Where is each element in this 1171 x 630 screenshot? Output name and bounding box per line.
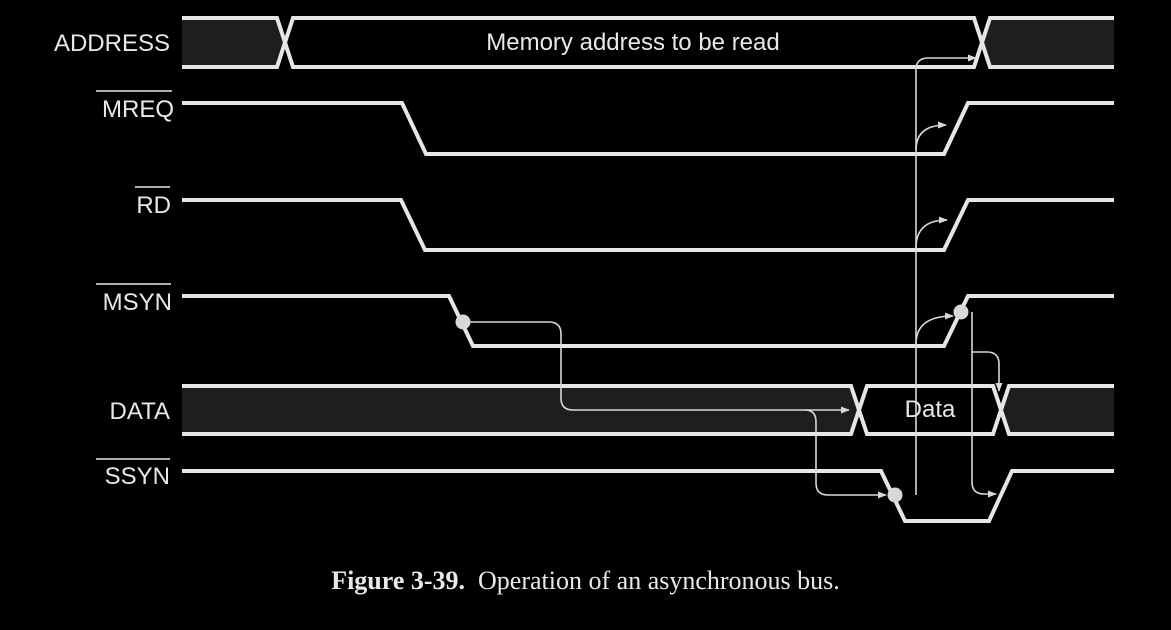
arrow-ssyn-to-rd xyxy=(916,220,947,248)
msyn-fall-dot xyxy=(456,315,471,330)
ssyn-label: SSYN xyxy=(105,463,170,490)
figure-number: Figure 3-39. xyxy=(331,566,465,595)
msyn-rise-dot xyxy=(954,305,969,320)
msyn-label: MSYN xyxy=(103,289,172,316)
mreq-waveform xyxy=(182,103,1114,154)
rd-label-group: RD xyxy=(135,187,171,219)
rd-label: RD xyxy=(136,192,171,219)
mreq-label: MREQ xyxy=(102,96,174,123)
address-content: Memory address to be read xyxy=(486,29,779,56)
figure-caption: Figure 3-39. Operation of an asynchronou… xyxy=(0,566,1171,596)
ssyn-fall-dot xyxy=(888,488,903,503)
msyn-label-group: MSYN xyxy=(96,284,172,316)
arrow-ssyn-to-mreq xyxy=(916,125,946,150)
msyn-waveform xyxy=(182,296,1114,346)
address-label: ADDRESS xyxy=(54,30,170,57)
ssyn-label-group: SSYN xyxy=(96,459,170,490)
mreq-label-group: MREQ xyxy=(96,91,174,123)
rd-waveform xyxy=(182,200,1114,250)
address-waveform: Memory address to be read xyxy=(182,18,1114,67)
ssyn-waveform xyxy=(182,471,1114,521)
data-label: DATA xyxy=(110,398,170,425)
data-content: Data xyxy=(905,396,956,423)
figure-caption-text: Operation of an asynchronous bus. xyxy=(478,566,840,595)
